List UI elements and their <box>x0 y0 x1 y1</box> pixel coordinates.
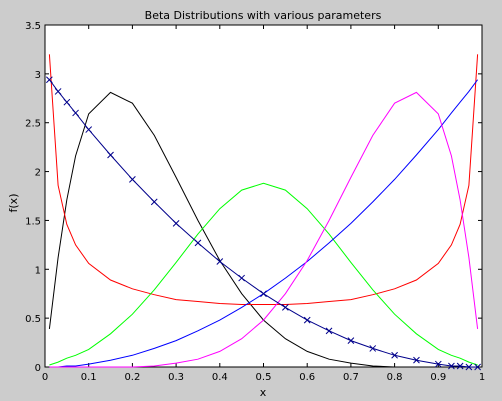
series-marker <box>216 258 224 265</box>
series-marker <box>172 220 180 227</box>
series-marker <box>107 151 114 159</box>
series-marker <box>129 176 136 183</box>
x-tick-label: 1 <box>479 372 485 383</box>
series-marker <box>63 98 71 106</box>
series-marker <box>413 356 420 364</box>
series-marker <box>474 363 481 371</box>
y-tick-label: 0.5 <box>25 314 41 325</box>
x-tick-label: 0 <box>42 372 48 383</box>
series-marker <box>54 88 62 95</box>
y-tick-label: 3 <box>35 70 41 81</box>
series-line-3 <box>49 182 478 366</box>
x-tick-label: 0.7 <box>343 372 359 383</box>
series-marker <box>281 304 289 311</box>
series-marker <box>194 239 202 247</box>
series-marker <box>150 198 158 206</box>
x-tick-label: 0.6 <box>299 372 315 383</box>
series-marker <box>260 290 267 298</box>
x-tick-label: 0.2 <box>124 372 140 383</box>
series-layer <box>46 54 481 371</box>
series-marker <box>391 351 398 359</box>
x-axis-label: x <box>260 386 267 399</box>
series-marker <box>465 363 473 371</box>
x-tick-label: 0.5 <box>256 372 272 383</box>
series-marker <box>85 126 93 133</box>
axes-background <box>44 24 483 368</box>
series-line-2 <box>48 54 479 305</box>
x-tick-label: 0.1 <box>81 372 97 383</box>
y-tick-label: 2.5 <box>25 119 41 130</box>
chart-title: Beta Distributions with various paramete… <box>145 9 382 22</box>
series-marker <box>325 327 333 335</box>
x-tick-label: 0.3 <box>168 372 184 383</box>
x-tick-label: 0.8 <box>387 372 403 383</box>
series-marker <box>238 274 246 282</box>
y-tick-label: 3.5 <box>25 21 41 32</box>
axis-ticks: 0 0.1 0.2 0.3 0.4 0.5 0.6 0.7 0.8 0.9 1 0 0.5 1 1.5 2 2.… <box>25 21 485 383</box>
series-marker <box>303 316 311 324</box>
series-marker <box>456 362 464 370</box>
series-line-5 <box>49 91 479 368</box>
y-tick-label: 1 <box>35 265 41 276</box>
series-marker <box>448 362 455 370</box>
series-marker <box>347 337 355 344</box>
y-axis-label: f(x) <box>7 194 20 213</box>
x-tick-label: 0.9 <box>430 372 446 383</box>
series-marker <box>72 109 79 117</box>
y-tick-label: 2 <box>35 168 41 179</box>
x-tick-label: 0.4 <box>212 372 228 383</box>
series-marker <box>46 76 53 84</box>
series-marker <box>369 345 377 352</box>
series-marker <box>434 360 442 368</box>
y-tick-label: 1.5 <box>25 216 41 227</box>
y-tick-label: 0 <box>35 363 41 374</box>
